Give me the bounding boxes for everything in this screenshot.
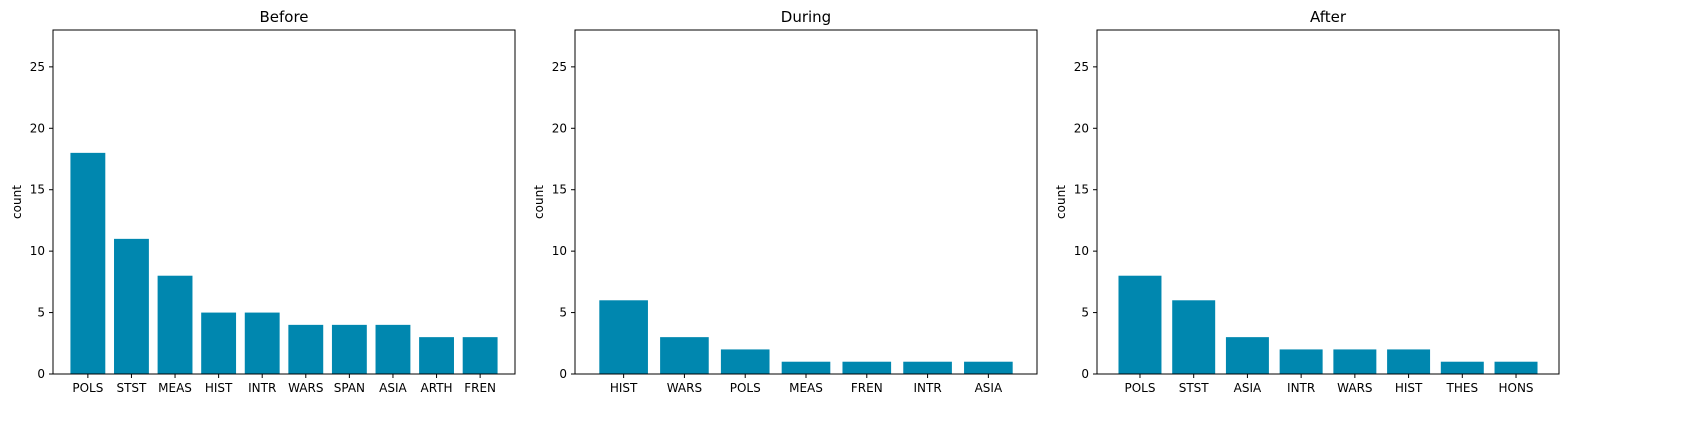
chart-title: During xyxy=(781,8,831,26)
x-tick-label: MEAS xyxy=(158,381,192,395)
y-tick-label: 20 xyxy=(30,121,45,135)
x-tick-label: INTR xyxy=(1287,381,1315,395)
y-tick-label: 0 xyxy=(559,367,567,381)
bar-stst xyxy=(114,238,149,374)
y-tick-label: 10 xyxy=(552,244,567,258)
y-axis-label: count xyxy=(532,185,546,219)
x-tick-label: ARTH xyxy=(421,381,453,395)
x-tick-label: ASIA xyxy=(1234,381,1262,395)
y-tick-label: 15 xyxy=(30,183,45,197)
x-tick-label: POLS xyxy=(1124,381,1155,395)
axes-frame xyxy=(52,29,516,375)
bar-intr xyxy=(1279,349,1323,374)
y-tick-label: 5 xyxy=(559,306,567,320)
y-tick-label: 0 xyxy=(1081,367,1089,381)
bar-meas xyxy=(781,361,831,374)
x-tick-label: INTR xyxy=(913,381,941,395)
y-tick-label: 5 xyxy=(1081,306,1089,320)
y-tick-label: 10 xyxy=(1074,244,1089,258)
bar-pols xyxy=(1118,275,1162,374)
bar-pols xyxy=(720,349,770,374)
x-tick-label: STST xyxy=(116,381,147,395)
y-tick-label: 15 xyxy=(1074,183,1089,197)
bar-hist xyxy=(201,312,237,374)
y-tick-label: 25 xyxy=(552,60,567,74)
y-tick-label: 25 xyxy=(1074,60,1089,74)
bar-intr xyxy=(903,361,952,374)
axes-frame xyxy=(1096,29,1560,375)
x-tick-label: HONS xyxy=(1498,381,1533,395)
y-tick-label: 25 xyxy=(30,60,45,74)
bar-fren xyxy=(462,337,498,374)
bar-arth xyxy=(419,337,454,374)
y-tick-label: 20 xyxy=(1074,121,1089,135)
chart-title: Before xyxy=(259,8,308,26)
bar-hist xyxy=(599,300,648,374)
bar-hist xyxy=(1387,349,1431,374)
x-tick-label: ASIA xyxy=(379,381,407,395)
y-tick-label: 10 xyxy=(30,244,45,258)
x-tick-label: STST xyxy=(1179,381,1210,395)
bar-asia xyxy=(375,324,411,374)
bar-span xyxy=(331,324,367,374)
y-tick-label: 15 xyxy=(552,183,567,197)
y-tick-label: 20 xyxy=(552,121,567,135)
y-axis-label: count xyxy=(10,185,24,219)
bar-meas xyxy=(157,275,193,374)
x-tick-label: ASIA xyxy=(975,381,1003,395)
bar-stst xyxy=(1172,300,1216,374)
y-tick-label: 0 xyxy=(37,367,45,381)
x-tick-label: WARS xyxy=(288,381,323,395)
x-tick-label: THES xyxy=(1446,381,1479,395)
bar-hons xyxy=(1494,361,1538,374)
chart-panel-after: After 0 5 10 15 20 25 POLS STST ASIA INTR WARS HIST T… xyxy=(1054,8,1560,395)
x-tick-label: POLS xyxy=(730,381,761,395)
bar-fren xyxy=(842,361,892,374)
bar-wars xyxy=(288,324,324,374)
x-tick-label: WARS xyxy=(667,381,702,395)
bar-wars xyxy=(1333,349,1377,374)
bar-thes xyxy=(1440,361,1484,374)
x-tick-label: FREN xyxy=(851,381,883,395)
x-tick-label: FREN xyxy=(464,381,496,395)
chart-title: After xyxy=(1310,8,1347,26)
bar-wars xyxy=(660,337,709,374)
x-tick-label: HIST xyxy=(610,381,638,395)
bar-asia xyxy=(1225,337,1269,374)
bar-asia xyxy=(964,361,1013,374)
bar-pols xyxy=(70,152,106,374)
y-tick-label: 5 xyxy=(37,306,45,320)
x-tick-label: HIST xyxy=(205,381,233,395)
y-axis-label: count xyxy=(1054,185,1068,219)
x-tick-label: MEAS xyxy=(789,381,823,395)
bar-intr xyxy=(244,312,280,374)
x-tick-label: SPAN xyxy=(334,381,365,395)
chart-panel-during: During 0 5 10 15 20 25 HIST WARS POLS MEAS FREN INTR… xyxy=(532,8,1038,395)
chart-panel-before: Before 0 5 10 15 20 25 POLS STST MEAS HIST INTR WARS… xyxy=(10,8,516,395)
x-tick-label: POLS xyxy=(72,381,103,395)
x-tick-label: WARS xyxy=(1337,381,1372,395)
x-tick-label: HIST xyxy=(1395,381,1423,395)
x-tick-label: INTR xyxy=(248,381,276,395)
